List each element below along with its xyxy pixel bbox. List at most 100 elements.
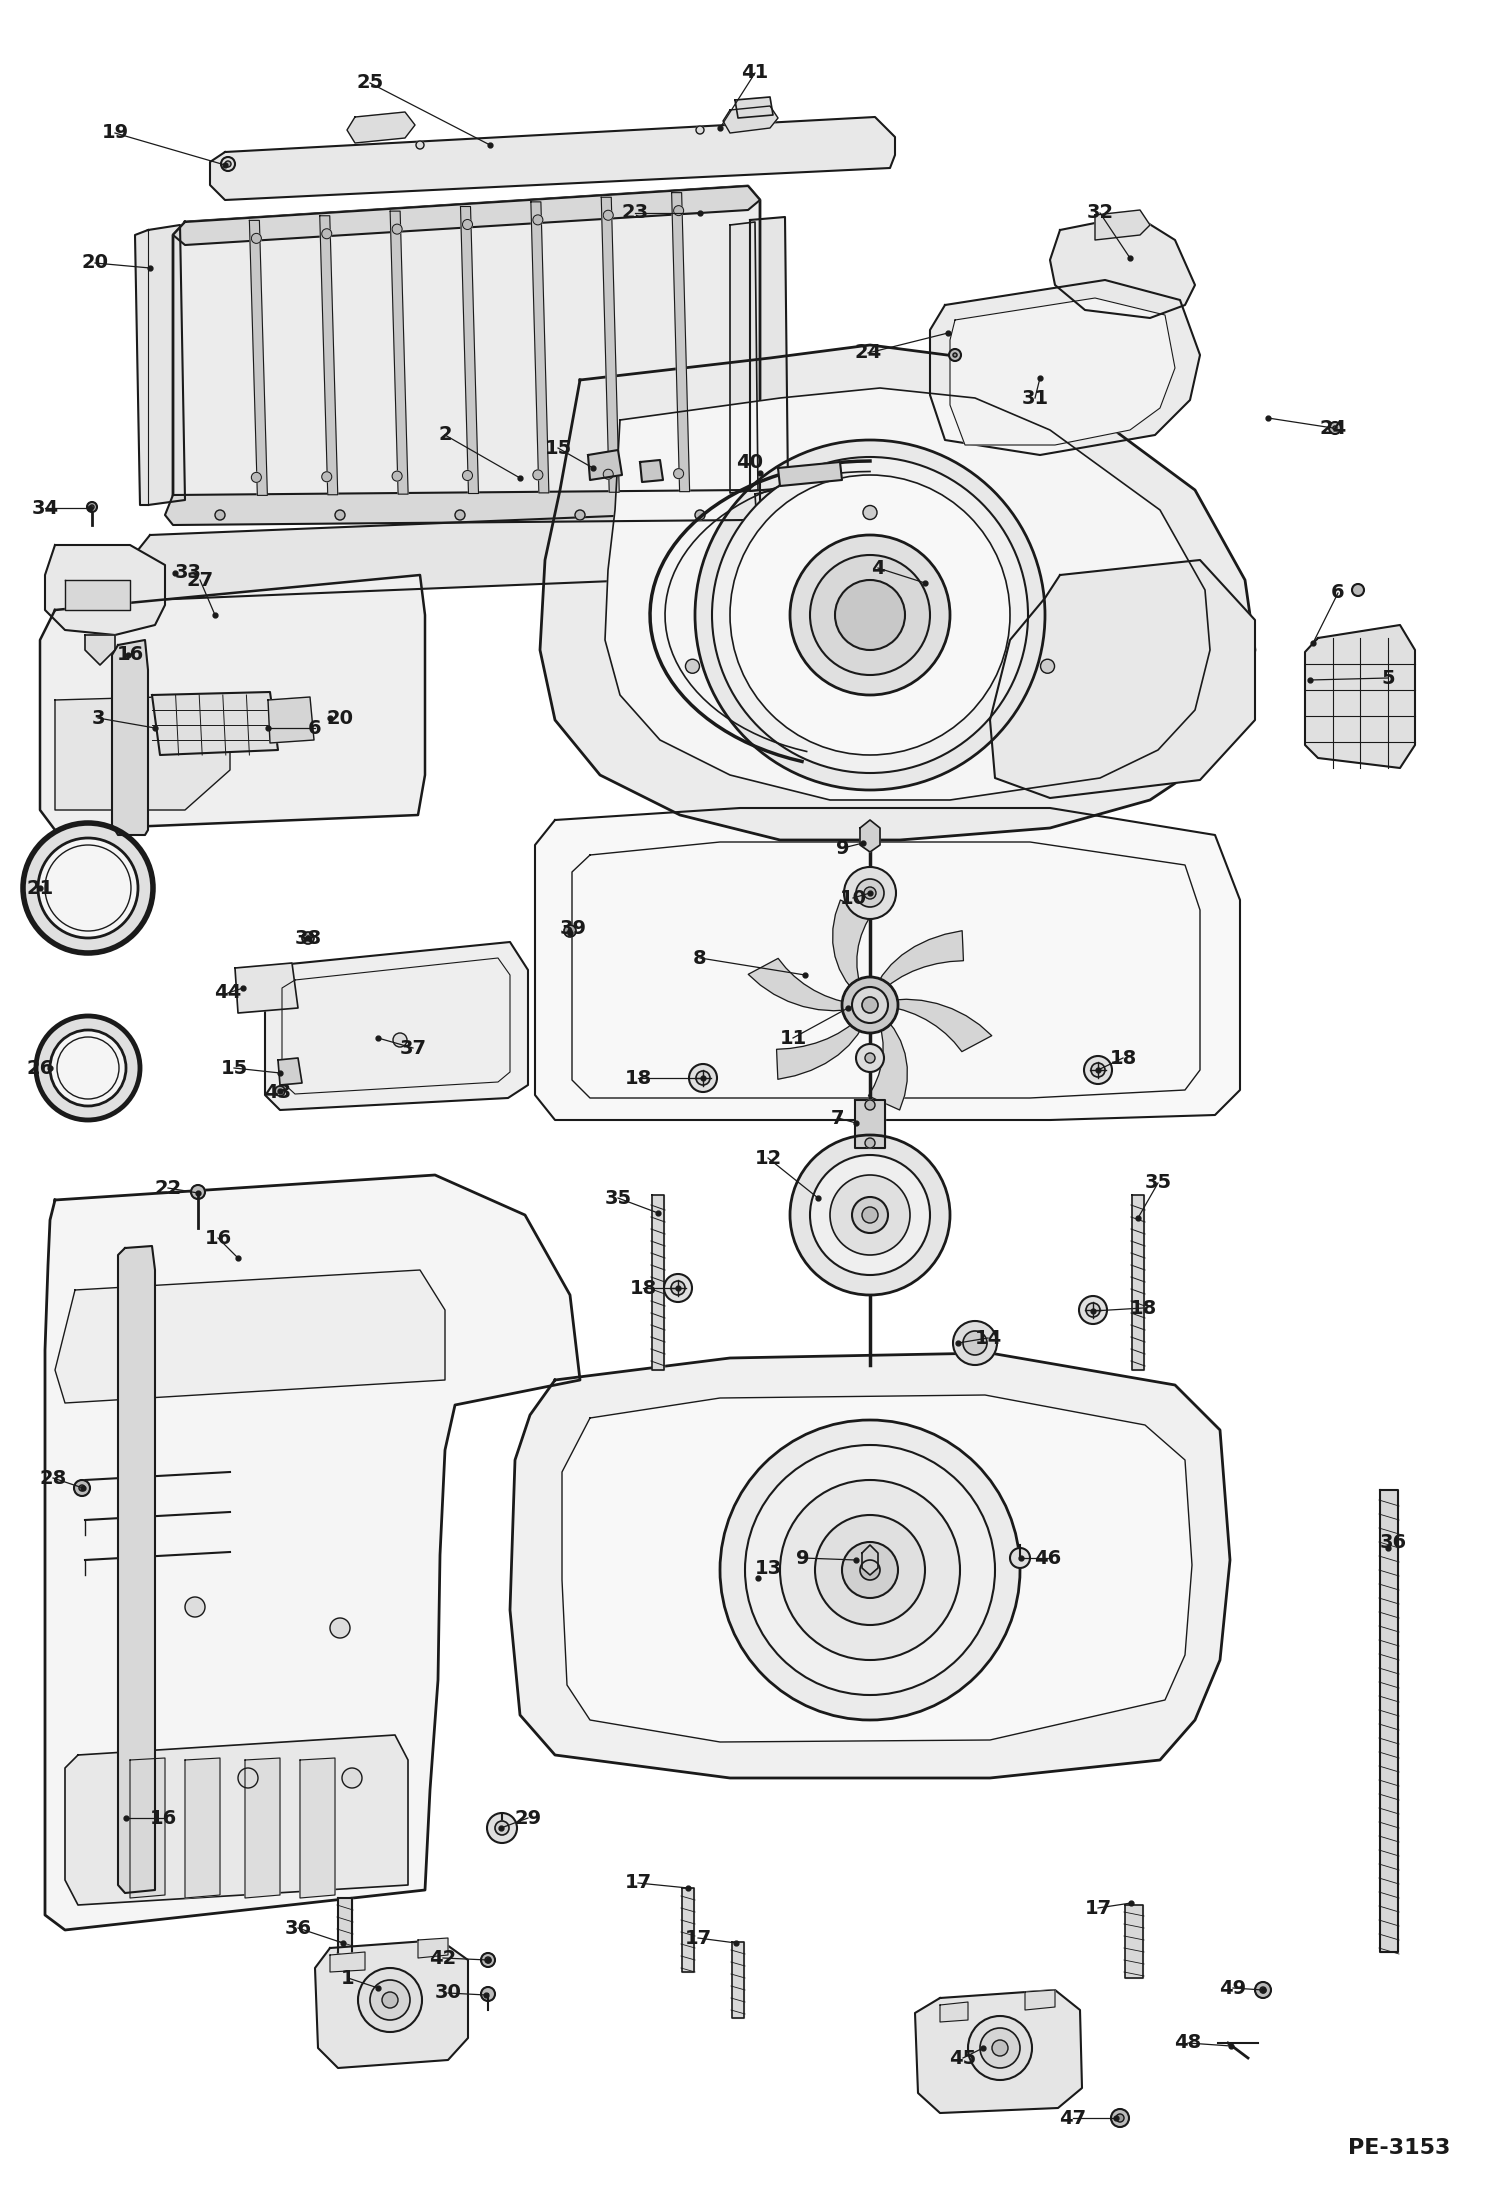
Polygon shape	[172, 186, 759, 246]
Circle shape	[721, 1421, 1020, 1719]
Circle shape	[487, 1814, 517, 1842]
Circle shape	[745, 1445, 995, 1695]
Circle shape	[463, 219, 472, 230]
Circle shape	[730, 476, 1010, 754]
Circle shape	[604, 211, 613, 219]
Text: 18: 18	[1110, 1048, 1137, 1068]
Circle shape	[671, 1281, 685, 1296]
Text: 33: 33	[174, 564, 202, 583]
Text: 13: 13	[755, 1559, 782, 1577]
Polygon shape	[1132, 1195, 1144, 1371]
Circle shape	[481, 1987, 494, 2000]
Circle shape	[863, 507, 876, 520]
Polygon shape	[539, 344, 1255, 840]
Text: 35: 35	[1144, 1173, 1171, 1193]
Text: PE-3153: PE-3153	[1348, 2138, 1450, 2158]
Polygon shape	[1380, 1489, 1398, 1952]
Polygon shape	[652, 1195, 664, 1371]
Polygon shape	[733, 1943, 745, 2018]
Circle shape	[789, 1136, 950, 1296]
Text: 39: 39	[559, 919, 587, 936]
Polygon shape	[640, 461, 664, 482]
Circle shape	[810, 1156, 930, 1274]
Polygon shape	[315, 1941, 467, 2068]
Circle shape	[980, 2029, 1020, 2068]
Text: 2: 2	[439, 425, 452, 445]
Circle shape	[565, 925, 577, 936]
Text: 12: 12	[755, 1149, 782, 1167]
Polygon shape	[45, 546, 165, 636]
Circle shape	[674, 206, 683, 215]
Polygon shape	[85, 636, 115, 664]
Text: 18: 18	[1129, 1298, 1156, 1318]
Circle shape	[57, 1037, 118, 1099]
Circle shape	[695, 441, 1046, 789]
Circle shape	[686, 660, 700, 673]
Polygon shape	[1125, 1906, 1143, 1978]
Polygon shape	[562, 1395, 1192, 1741]
Text: 19: 19	[102, 123, 129, 143]
Text: 25: 25	[357, 75, 383, 92]
Circle shape	[36, 1015, 139, 1121]
Circle shape	[674, 469, 683, 478]
Polygon shape	[279, 1057, 303, 1086]
Text: 27: 27	[186, 570, 214, 590]
Text: 24: 24	[1320, 419, 1347, 436]
Circle shape	[216, 511, 225, 520]
Circle shape	[382, 1991, 398, 2009]
Text: 9: 9	[797, 1548, 810, 1568]
Text: 46: 46	[1035, 1548, 1062, 1568]
Polygon shape	[55, 695, 231, 809]
Circle shape	[370, 1980, 410, 2020]
Circle shape	[225, 160, 231, 167]
Circle shape	[358, 1967, 422, 2033]
Circle shape	[322, 471, 331, 482]
Circle shape	[463, 471, 472, 480]
Circle shape	[322, 228, 331, 239]
Polygon shape	[300, 1759, 336, 1897]
Circle shape	[303, 932, 315, 943]
Circle shape	[864, 1053, 875, 1064]
Text: 17: 17	[1085, 1899, 1112, 1917]
Text: 45: 45	[950, 2048, 977, 2068]
Text: 4: 4	[872, 559, 885, 577]
Circle shape	[392, 471, 401, 480]
Circle shape	[1333, 425, 1338, 430]
Polygon shape	[1025, 1989, 1055, 2011]
Polygon shape	[249, 219, 267, 496]
Circle shape	[697, 1070, 710, 1086]
Text: 40: 40	[737, 454, 764, 471]
Text: 17: 17	[625, 1873, 652, 1893]
Polygon shape	[210, 116, 894, 200]
Circle shape	[697, 125, 704, 134]
Text: 10: 10	[839, 888, 866, 908]
Text: 3: 3	[91, 708, 105, 728]
Text: 30: 30	[434, 1982, 461, 2002]
Text: 21: 21	[27, 879, 54, 897]
Polygon shape	[682, 1888, 694, 1972]
Text: 34: 34	[31, 498, 58, 518]
Text: 11: 11	[779, 1029, 806, 1048]
Circle shape	[780, 1480, 960, 1660]
Text: 24: 24	[854, 344, 882, 362]
Polygon shape	[589, 450, 622, 480]
Text: 6: 6	[309, 719, 322, 737]
Polygon shape	[330, 1952, 366, 1972]
Circle shape	[968, 2015, 1032, 2079]
Polygon shape	[833, 899, 872, 991]
Circle shape	[1353, 583, 1365, 596]
Circle shape	[392, 224, 401, 235]
Polygon shape	[118, 1246, 154, 1893]
Circle shape	[455, 511, 464, 520]
Text: 42: 42	[430, 1950, 457, 1967]
Circle shape	[1010, 1548, 1031, 1568]
Text: 16: 16	[204, 1228, 232, 1248]
Text: 9: 9	[836, 838, 849, 857]
Circle shape	[815, 1515, 924, 1625]
Polygon shape	[418, 1939, 448, 1958]
Polygon shape	[1095, 211, 1150, 239]
Polygon shape	[40, 575, 425, 829]
Text: 35: 35	[604, 1189, 632, 1208]
Circle shape	[238, 1768, 258, 1787]
Circle shape	[392, 1033, 407, 1046]
